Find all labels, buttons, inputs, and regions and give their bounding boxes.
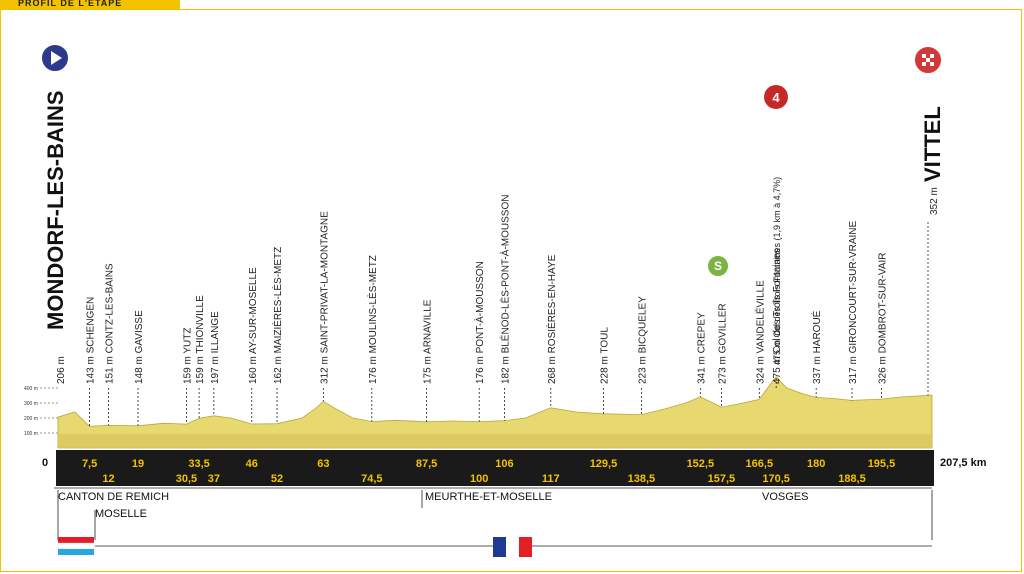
header-tab-label: PROFIL DE L'ÉTAPE (18, 0, 123, 8)
km-tick-label: 19 (132, 458, 144, 470)
waypoint-label: 182 m BLÉNOD-LÈS-PONT-À-MOUSSON (498, 195, 511, 384)
waypoint-label: 175 m ARNAVILLE (423, 299, 434, 384)
km-tick-label: 100 (470, 473, 488, 485)
waypoint-label: 176 m PONT-À-MOUSSON (473, 261, 486, 384)
y-tick-label: 200 m (24, 416, 38, 422)
waypoint-label: 151 m CONTZ-LES-BAINS (105, 263, 116, 384)
waypoint-label: 475 m Col des Trois Fontaines (772, 248, 783, 384)
waypoint-label: 159 m YUTZ (182, 328, 193, 385)
checkered-flag-cell (922, 54, 926, 58)
km-band (56, 450, 934, 486)
region-label: VOSGES (762, 491, 808, 503)
km-tick-label: 166,5 (746, 458, 774, 470)
france-flag-red (519, 537, 532, 557)
waypoint-label: 337 m HAROUÉ (810, 310, 823, 384)
km-tick-label: 46 (246, 458, 258, 470)
waypoint-label: 143 m SCHENGEN (86, 297, 97, 384)
km-tick-label: 37 (208, 473, 220, 485)
km-tick-label: 157,5 (708, 473, 736, 485)
waypoint-label: 228 m TOUL (599, 327, 610, 384)
profile-band (58, 434, 932, 448)
waypoint-label: 317 m GIRONCOURT-SUR-VRAINE (848, 220, 859, 384)
km-tick-label: 74,5 (361, 473, 382, 485)
waypoint-label: 162 m MAIZIÈRES-LÈS-METZ (271, 247, 284, 384)
waypoint-label: 176 m MOULINS-LÈS-METZ (366, 255, 379, 384)
checkered-flag-cell (930, 54, 934, 58)
km-tick-label: 188,5 (838, 473, 866, 485)
sprint-badge (706, 254, 730, 278)
checkered-flag-cell (930, 62, 934, 66)
waypoint-label: 268 m ROSIÈRES-EN-HAYE (545, 254, 558, 384)
km-tick-label: 12 (102, 473, 114, 485)
waypoint-label: 312 m SAINT-PRIVAT-LA-MONTAGNE (319, 211, 330, 384)
panel-frame (0, 9, 1022, 572)
waypoint-label: 273 m GOVILLER (717, 303, 728, 384)
header-tab: PROFIL DE L'ÉTAPE (0, 0, 180, 10)
km-tick-label: 152,5 (687, 458, 715, 470)
finish-altitude: 352 m (929, 187, 940, 215)
km-tick-label: 33,5 (188, 458, 209, 470)
waypoint-label: 160 m AY-SUR-MOSELLE (248, 267, 259, 384)
km-tick-label: 87,5 (416, 458, 437, 470)
play-icon-glyph (51, 51, 62, 65)
climb-category-label: 4 (772, 90, 780, 105)
km-tick-label: 7,5 (82, 458, 97, 470)
x-end-label: 207,5 km (940, 457, 987, 469)
y-tick-label: 300 m (24, 401, 38, 407)
start-name: MONDORF-LES-BAINS (43, 90, 68, 330)
luxembourg-flag-red (58, 537, 94, 543)
start-altitude: 206 m (56, 356, 67, 384)
x-zero-label: 0 (42, 457, 48, 469)
km-tick-label: 138,5 (628, 473, 656, 485)
waypoint-label: 197 m ILLANGE (210, 311, 221, 384)
waypoint-label: 159 m THIONVILLE (195, 295, 206, 384)
km-tick-label: 30,5 (176, 473, 197, 485)
region-label: MEURTHE-ET-MOSELLE (425, 491, 552, 503)
km-tick-label: 180 (807, 458, 825, 470)
france-flag-white (506, 537, 519, 557)
waypoint-label: 223 m BICQUELEY (637, 296, 648, 384)
waypoint-label: 148 m GAVISSE (134, 310, 145, 384)
y-tick-label: 400 m (24, 386, 38, 392)
km-tick-label: 170,5 (762, 473, 790, 485)
waypoint-label: 341 m CREPEY (696, 312, 707, 384)
y-tick-label: 100 m (24, 431, 38, 437)
km-tick-label: 106 (495, 458, 513, 470)
km-tick-label: 117 (542, 473, 560, 485)
france-flag-blue (493, 537, 506, 557)
climb-category-badge (764, 85, 788, 109)
km-tick-label: 195,5 (868, 458, 896, 470)
finish-name: VITTEL (920, 106, 945, 182)
sprint-label: S (714, 259, 722, 273)
climb-label: 475 m Col des Trois Fontaines (1,9 km à … (772, 177, 782, 365)
luxembourg-flag-white (57, 542, 95, 550)
checkered-flag-cell (926, 58, 930, 62)
waypoint-label: 324 m VANDELÉVILLE (753, 280, 766, 384)
luxembourg-flag-blue (58, 549, 94, 555)
region-label: CANTON DE REMICH (58, 491, 169, 503)
km-tick-label: 52 (271, 473, 283, 485)
waypoint-label: 326 m DOMBROT-SUR-VAIR (877, 253, 888, 385)
region-label: MOSELLE (95, 508, 147, 520)
km-tick-label: 129,5 (590, 458, 618, 470)
checkered-flag-cell (922, 62, 926, 66)
km-tick-label: 63 (317, 458, 329, 470)
